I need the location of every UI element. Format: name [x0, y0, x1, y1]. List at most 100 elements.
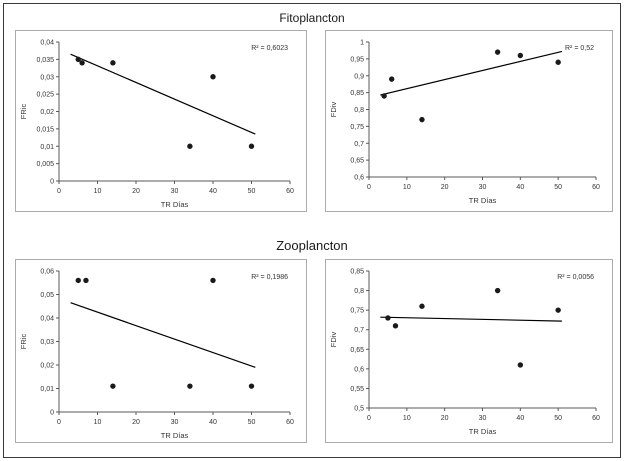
- section-zooplancton: Zooplancton 0 0,01 0,02 0,03 0,04 0,05 0,06 0 10…: [15, 230, 613, 452]
- x-tick-label: 0: [57, 188, 61, 195]
- section-title-fitoplancton: Fitoplancton: [279, 11, 345, 25]
- x-tick-label: 20: [132, 188, 140, 195]
- y-axis-title: FRic: [19, 333, 28, 349]
- chart-zooplancton-fdiv: 0,5 0,55 0,6 0,65 0,7 0,75 0,8 0,85 0 10 20 30 40 50 6…: [325, 258, 613, 443]
- section-fitoplancton: Fitoplancton 0 0,005 0,01 0,015 0,02 0,025 0,0…: [15, 8, 613, 230]
- x-tick-label: 30: [171, 188, 179, 195]
- y-axis-title: FDiv: [329, 102, 338, 118]
- scatter-plot-zooplancton-fric: 0 0,01 0,02 0,03 0,04 0,05 0,06 0 10 20 30 40 50 60 TR…: [19, 268, 294, 440]
- x-tick-label: 30: [171, 419, 179, 426]
- x-tick-label: 20: [441, 415, 449, 422]
- x-axis-title: TR Días: [469, 196, 497, 205]
- chart-row-zooplancton: 0 0,01 0,02 0,03 0,04 0,05 0,06 0 10 20 30 40 50 60 TR…: [15, 258, 613, 443]
- data-point: [381, 93, 387, 99]
- y-tick-label: 0: [50, 179, 54, 186]
- data-point: [494, 287, 501, 293]
- y-tick-label: 0,01: [40, 386, 54, 393]
- y-tick-label: 0,8: [354, 288, 364, 295]
- x-tick-label: 10: [94, 188, 102, 195]
- x-tick-label: 50: [248, 188, 256, 195]
- y-tick-label: 0,02: [40, 362, 54, 369]
- chart-row-fitoplancton: 0 0,005 0,01 0,015 0,02 0,025 0,03 0,035 0,04 0 10…: [15, 30, 613, 212]
- y-tick-label: 0,03: [40, 74, 54, 81]
- data-point: [210, 277, 216, 283]
- y-tick-label: 0,95: [350, 56, 364, 63]
- y-tick-label: 0,005: [36, 161, 54, 168]
- x-tick-label: 60: [592, 184, 600, 191]
- y-tick-label: 0,8: [354, 107, 364, 114]
- y-axis-title: FRic: [19, 104, 28, 120]
- data-point: [110, 60, 116, 66]
- x-axis-title: TR Días: [161, 200, 189, 209]
- x-tick-label: 0: [57, 419, 61, 426]
- figure-outer-border: Fitoplancton 0 0,005 0,01 0,015 0,02 0,025 0,0…: [3, 3, 621, 458]
- data-point: [419, 303, 425, 309]
- x-tick-label: 10: [403, 184, 411, 191]
- data-point: [517, 361, 524, 368]
- x-tick-label: 0: [367, 184, 371, 191]
- y-tick-label: 1: [360, 40, 364, 47]
- x-tick-label: 60: [592, 415, 600, 422]
- x-tick-label: 60: [286, 419, 294, 426]
- y-tick-label: 0,65: [350, 346, 364, 353]
- y-axis-title: FDiv: [329, 331, 338, 347]
- data-point: [75, 277, 81, 283]
- x-axis-title: TR Días: [161, 431, 189, 440]
- x-tick-label: 60: [286, 188, 294, 195]
- x-tick-label: 50: [554, 184, 562, 191]
- data-point: [385, 314, 391, 321]
- x-tick-label: 40: [516, 415, 524, 422]
- chart-fitoplancton-fric: 0 0,005 0,01 0,015 0,02 0,025 0,03 0,035 0,04 0 10…: [15, 30, 307, 212]
- data-point: [517, 52, 524, 59]
- y-tick-label: 0: [50, 409, 54, 416]
- y-tick-label: 0,65: [350, 158, 364, 165]
- data-point: [75, 56, 81, 63]
- scatter-plot-zooplancton-fdiv: 0,5 0,55 0,6 0,65 0,7 0,75 0,8 0,85 0 10 20 30 40 50 6…: [329, 268, 600, 436]
- data-point: [187, 382, 193, 389]
- y-tick-label: 0,7: [354, 327, 364, 334]
- y-tick-label: 0,75: [350, 307, 364, 314]
- data-point: [248, 143, 255, 149]
- r-squared-label: R² = 0,6023: [251, 45, 288, 52]
- y-tick-label: 0,01: [40, 144, 54, 151]
- data-point: [79, 60, 85, 66]
- trendline: [380, 50, 563, 96]
- y-tick-label: 0,55: [350, 385, 364, 392]
- data-point: [494, 49, 501, 55]
- data-point: [555, 306, 561, 313]
- x-tick-label: 10: [94, 419, 102, 426]
- x-tick-label: 40: [209, 419, 217, 426]
- y-tick-label: 0,85: [350, 268, 364, 275]
- x-tick-label: 30: [479, 415, 487, 422]
- x-tick-label: 30: [479, 184, 487, 191]
- x-tick-label: 10: [403, 415, 411, 422]
- y-tick-label: 0,035: [36, 57, 54, 64]
- y-tick-label: 0,85: [350, 90, 364, 97]
- data-point: [248, 382, 255, 389]
- y-tick-label: 0,9: [354, 73, 364, 80]
- y-tick-label: 0,6: [354, 175, 364, 182]
- y-tick-label: 0,05: [40, 292, 54, 299]
- chart-zooplancton-fric: 0 0,01 0,02 0,03 0,04 0,05 0,06 0 10 20 30 40 50 60 TR…: [15, 258, 307, 443]
- r-squared-label: R² = 0,0056: [557, 274, 594, 281]
- y-tick-label: 0,75: [350, 124, 364, 131]
- y-tick-label: 0,7: [354, 141, 364, 148]
- data-point: [83, 277, 89, 283]
- trendline: [380, 316, 562, 322]
- y-tick-label: 0,02: [40, 109, 54, 116]
- chart-fitoplancton-fdiv: 0,6 0,65 0,7 0,75 0,8 0,85 0,9 0,95 1 0 10 20 30 40 50…: [325, 30, 613, 212]
- data-point: [392, 322, 399, 328]
- y-tick-label: 0,04: [40, 315, 54, 322]
- y-tick-label: 0,03: [40, 339, 54, 346]
- data-point: [389, 76, 395, 82]
- section-title-zooplancton: Zooplancton: [276, 237, 348, 253]
- data-point: [210, 74, 216, 80]
- trendline: [70, 53, 256, 135]
- x-tick-label: 40: [516, 184, 524, 191]
- y-tick-label: 0,025: [36, 92, 54, 99]
- r-squared-label: R² = 0,52: [565, 45, 594, 52]
- x-tick-label: 20: [132, 419, 140, 426]
- x-tick-label: 50: [248, 419, 256, 426]
- y-tick-label: 0,6: [354, 366, 364, 373]
